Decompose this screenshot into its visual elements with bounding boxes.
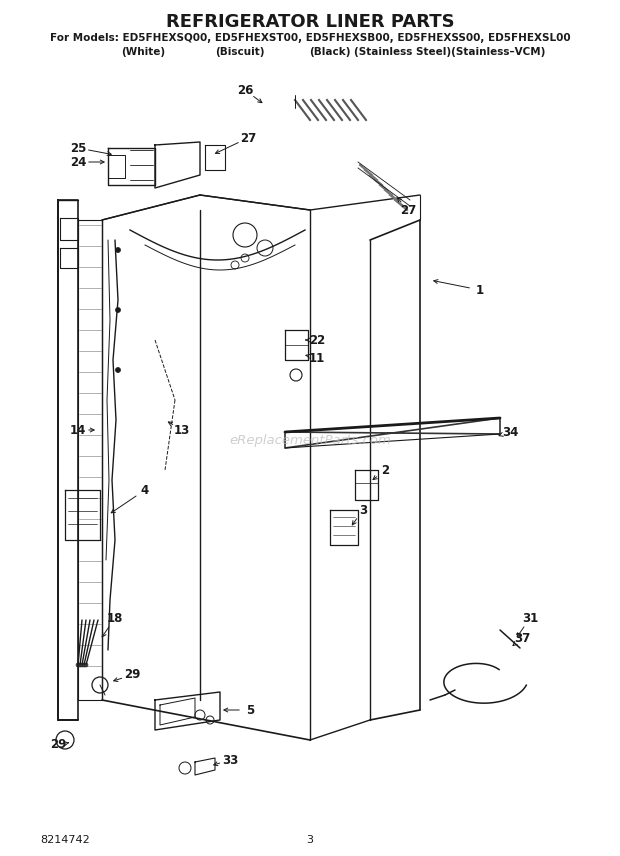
- Text: 27: 27: [400, 204, 416, 217]
- Text: 31: 31: [522, 611, 538, 625]
- Text: 3: 3: [306, 835, 314, 845]
- Text: 8214742: 8214742: [40, 835, 90, 845]
- Circle shape: [115, 307, 120, 312]
- Text: 22: 22: [309, 334, 325, 347]
- Circle shape: [78, 663, 82, 667]
- Text: 29: 29: [50, 739, 66, 752]
- Text: 1: 1: [476, 283, 484, 296]
- Text: REFRIGERATOR LINER PARTS: REFRIGERATOR LINER PARTS: [166, 13, 454, 31]
- Text: For Models: ED5FHEXSQ00, ED5FHEXST00, ED5FHEXSB00, ED5FHEXSS00, ED5FHEXSL00: For Models: ED5FHEXSQ00, ED5FHEXST00, ED…: [50, 33, 570, 43]
- Text: eReplacementParts.com: eReplacementParts.com: [229, 433, 391, 447]
- Text: 27: 27: [240, 132, 256, 145]
- Text: (White): (White): [121, 47, 165, 57]
- Text: 37: 37: [514, 632, 530, 645]
- Text: 24: 24: [70, 156, 86, 169]
- Text: 11: 11: [309, 352, 325, 365]
- Text: 5: 5: [246, 704, 254, 716]
- Circle shape: [80, 663, 84, 667]
- Text: 13: 13: [174, 424, 190, 437]
- Circle shape: [82, 663, 86, 667]
- Text: 29: 29: [124, 669, 140, 681]
- Text: 2: 2: [381, 463, 389, 477]
- Text: 25: 25: [70, 141, 86, 154]
- Text: 26: 26: [237, 84, 253, 97]
- Text: 33: 33: [222, 753, 238, 766]
- Text: 4: 4: [141, 484, 149, 496]
- Circle shape: [115, 367, 120, 372]
- Text: 18: 18: [107, 611, 123, 625]
- Text: 34: 34: [502, 425, 518, 438]
- Text: (Biscuit): (Biscuit): [215, 47, 265, 57]
- Text: 3: 3: [359, 503, 367, 516]
- Text: 14: 14: [70, 424, 86, 437]
- Text: (Black): (Black): [309, 47, 351, 57]
- Circle shape: [84, 663, 88, 667]
- Circle shape: [76, 663, 80, 667]
- Circle shape: [115, 247, 120, 253]
- Text: (Stainless Steel)(Stainless–VCM): (Stainless Steel)(Stainless–VCM): [354, 47, 546, 57]
